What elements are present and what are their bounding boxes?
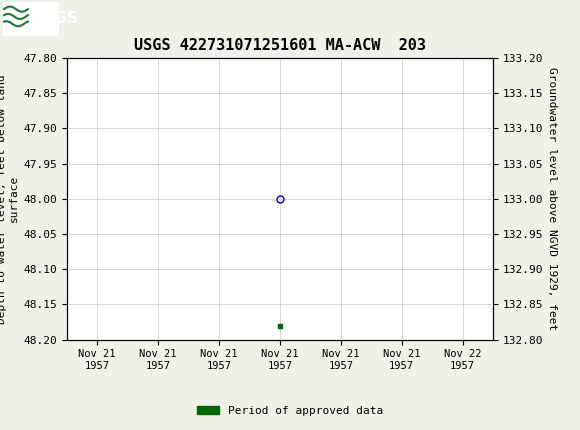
Legend: Period of approved data: Period of approved data xyxy=(193,401,387,420)
Y-axis label: Depth to water level, feet below land
surface: Depth to water level, feet below land su… xyxy=(0,74,19,324)
FancyBboxPatch shape xyxy=(3,2,58,35)
Text: USGS: USGS xyxy=(32,11,79,26)
Title: USGS 422731071251601 MA-ACW  203: USGS 422731071251601 MA-ACW 203 xyxy=(134,38,426,53)
Y-axis label: Groundwater level above NGVD 1929, feet: Groundwater level above NGVD 1929, feet xyxy=(548,67,557,331)
